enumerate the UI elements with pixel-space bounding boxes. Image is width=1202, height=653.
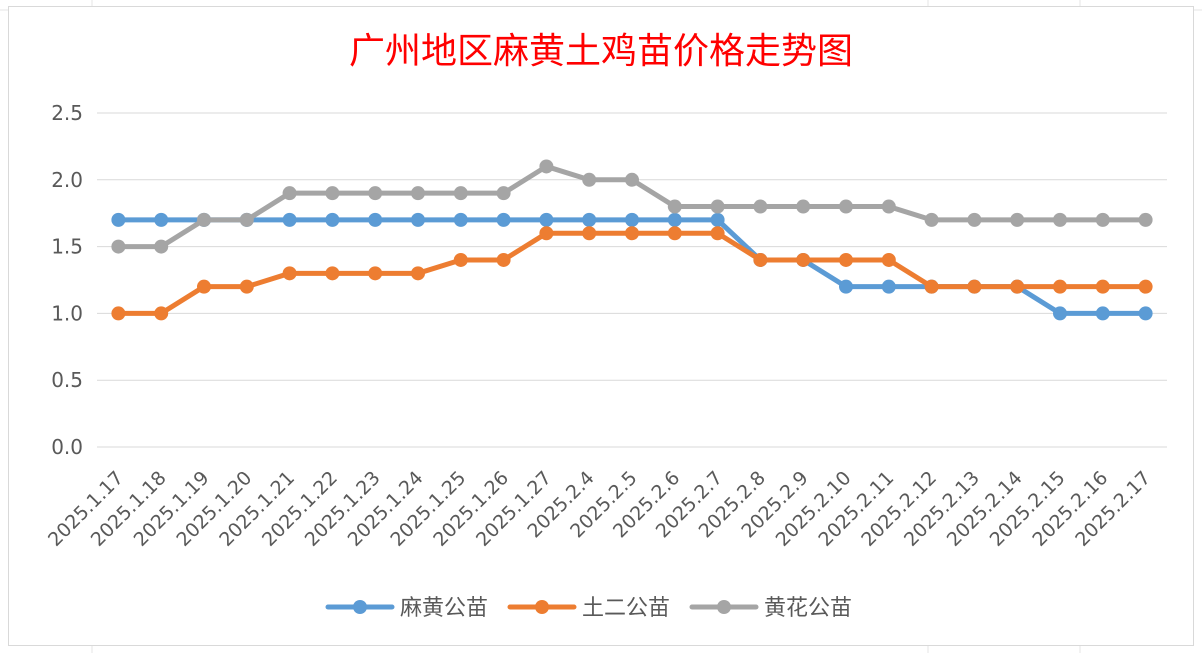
line-chart: 广州地区麻黄土鸡苗价格走势图 0.0 0.5 1.0 1.5 2.0 2.5 2025.1… — [44, 31, 1167, 621]
data-point[interactable] — [667, 212, 682, 227]
data-point[interactable] — [881, 252, 896, 267]
data-point[interactable] — [368, 212, 383, 227]
data-point[interactable] — [710, 226, 725, 241]
data-point[interactable] — [582, 212, 597, 227]
data-point[interactable] — [539, 159, 554, 174]
data-point[interactable] — [282, 212, 297, 227]
data-point[interactable] — [453, 212, 468, 227]
data-point[interactable] — [325, 186, 340, 201]
y-tick-label: 2.0 — [51, 168, 83, 192]
legend-item[interactable]: 黄花公苗 — [689, 596, 852, 621]
data-point[interactable] — [1138, 212, 1153, 227]
data-point[interactable] — [582, 172, 597, 187]
data-point[interactable] — [924, 212, 939, 227]
data-point[interactable] — [239, 212, 254, 227]
legend-swatch-marker — [353, 600, 367, 614]
series-2 — [111, 226, 1153, 321]
data-point[interactable] — [1095, 279, 1110, 294]
data-point[interactable] — [1138, 279, 1153, 294]
data-point[interactable] — [625, 172, 639, 187]
data-point[interactable] — [496, 212, 511, 227]
y-tick-label: 1.5 — [51, 235, 83, 259]
series-lines — [111, 159, 1153, 321]
data-point[interactable] — [1138, 306, 1153, 321]
data-point[interactable] — [1095, 212, 1110, 227]
data-point[interactable] — [282, 266, 297, 281]
data-point[interactable] — [325, 266, 340, 281]
data-point[interactable] — [154, 306, 169, 321]
legend[interactable]: 麻黄公苗 土二公苗 黄花公苗 — [325, 596, 852, 621]
y-tick-label: 1.0 — [51, 301, 83, 325]
data-point[interactable] — [582, 226, 597, 241]
data-point[interactable] — [924, 279, 939, 294]
gridlines — [97, 112, 1167, 448]
chart-title: 广州地区麻黄土鸡苗价格走势图 — [349, 31, 853, 72]
data-point[interactable] — [625, 226, 639, 241]
data-point[interactable] — [411, 186, 425, 201]
chart-area[interactable]: 广州地区麻黄土鸡苗价格走势图 0.0 0.5 1.0 1.5 2.0 2.5 2025.1… — [8, 6, 1194, 646]
data-point[interactable] — [710, 199, 725, 214]
data-point[interactable] — [710, 212, 725, 227]
data-point[interactable] — [967, 279, 982, 294]
data-point[interactable] — [667, 226, 682, 241]
y-axis-tick-labels: 0.0 0.5 1.0 1.5 2.0 2.5 — [51, 101, 83, 459]
x-axis-tick-labels: 2025.1.172025.1.182025.1.192025.1.202025… — [44, 467, 1155, 551]
data-point[interactable] — [1053, 279, 1067, 294]
legend-label: 黄花公苗 — [764, 596, 852, 621]
legend-label: 土二公苗 — [582, 596, 670, 621]
y-tick-label: 0.0 — [51, 435, 83, 459]
data-point[interactable] — [839, 279, 853, 294]
data-point[interactable] — [1010, 212, 1025, 227]
data-point[interactable] — [1010, 279, 1025, 294]
data-point[interactable] — [881, 199, 896, 214]
data-point[interactable] — [111, 212, 126, 227]
data-point[interactable] — [1053, 306, 1067, 321]
data-point[interactable] — [197, 279, 211, 294]
data-point[interactable] — [796, 252, 811, 267]
data-point[interactable] — [154, 212, 169, 227]
y-tick-label: 2.5 — [51, 101, 83, 125]
data-point[interactable] — [625, 212, 639, 227]
data-point[interactable] — [239, 279, 254, 294]
legend-item[interactable]: 麻黄公苗 — [325, 596, 488, 621]
data-point[interactable] — [111, 239, 126, 254]
data-point[interactable] — [368, 266, 383, 281]
data-point[interactable] — [839, 199, 853, 214]
data-point[interactable] — [1053, 212, 1067, 227]
data-point[interactable] — [1095, 306, 1110, 321]
data-point[interactable] — [496, 252, 511, 267]
data-point[interactable] — [282, 186, 297, 201]
data-point[interactable] — [325, 212, 340, 227]
data-point[interactable] — [453, 186, 468, 201]
data-point[interactable] — [753, 252, 768, 267]
legend-swatch-marker — [717, 600, 731, 614]
data-point[interactable] — [539, 212, 554, 227]
data-point[interactable] — [667, 199, 682, 214]
data-point[interactable] — [111, 306, 126, 321]
data-point[interactable] — [796, 199, 811, 214]
data-point[interactable] — [411, 212, 425, 227]
data-point[interactable] — [453, 252, 468, 267]
data-point[interactable] — [411, 266, 425, 281]
data-point[interactable] — [753, 199, 768, 214]
y-tick-label: 0.5 — [51, 368, 83, 392]
legend-label: 麻黄公苗 — [400, 596, 488, 621]
data-point[interactable] — [539, 226, 554, 241]
legend-item[interactable]: 土二公苗 — [507, 596, 670, 621]
data-point[interactable] — [154, 239, 169, 254]
data-point[interactable] — [881, 279, 896, 294]
data-point[interactable] — [197, 212, 211, 227]
series-3 — [111, 159, 1153, 254]
data-point[interactable] — [368, 186, 383, 201]
data-point[interactable] — [839, 252, 853, 267]
legend-swatch-marker — [535, 600, 549, 614]
data-point[interactable] — [967, 212, 982, 227]
data-point[interactable] — [496, 186, 511, 201]
series-line — [115, 230, 1149, 316]
